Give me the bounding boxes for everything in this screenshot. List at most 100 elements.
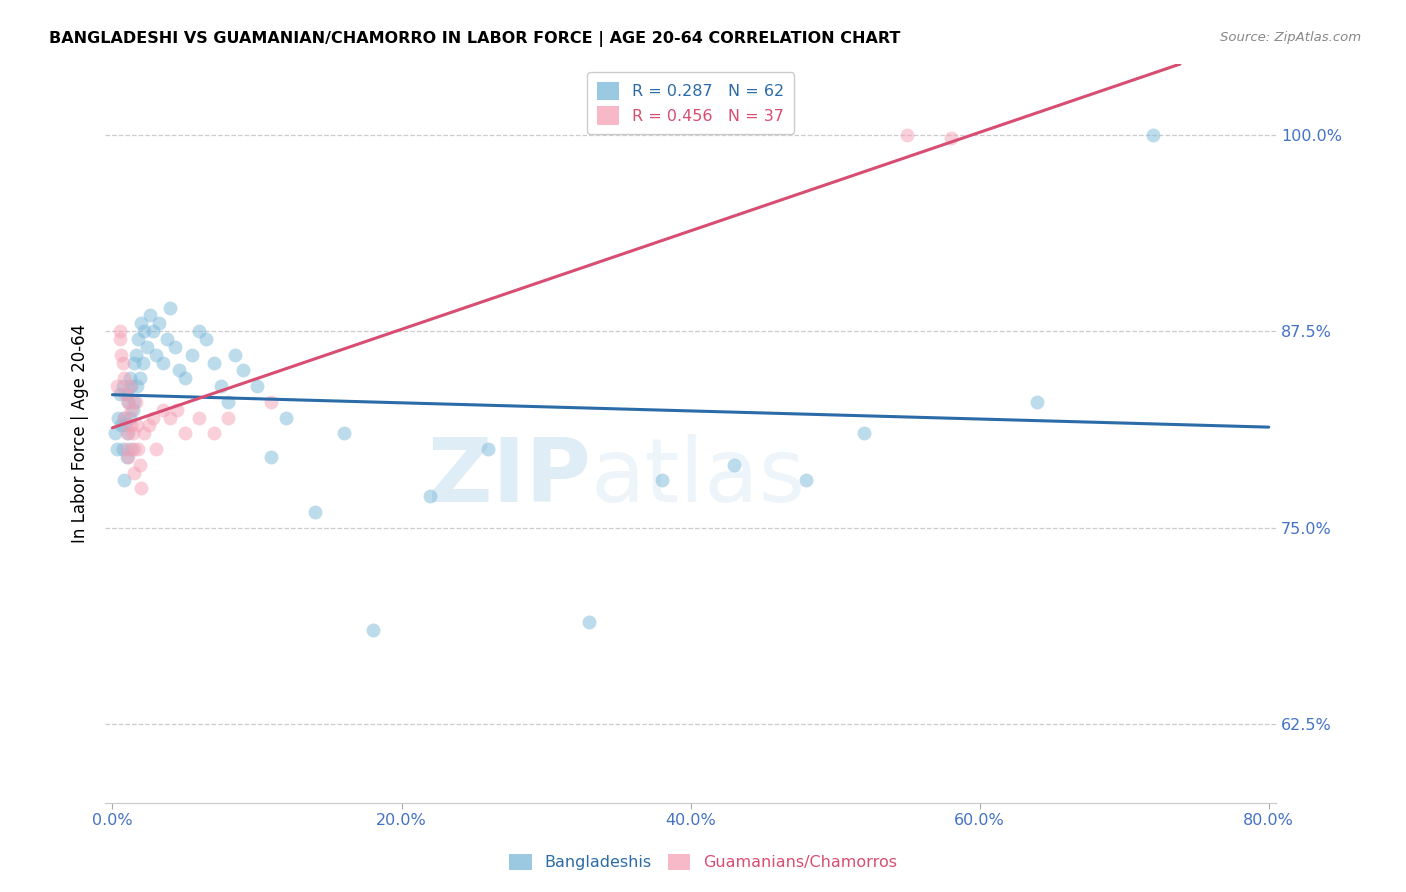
Point <box>122 395 145 409</box>
Point <box>108 324 131 338</box>
Point <box>152 402 174 417</box>
Point <box>163 340 186 354</box>
Point <box>202 426 225 441</box>
Point <box>134 426 156 441</box>
Point <box>1142 128 1164 142</box>
Point <box>117 450 139 464</box>
Point <box>723 458 745 472</box>
Point <box>217 395 239 409</box>
Point <box>131 481 153 495</box>
Point <box>115 426 138 441</box>
Point <box>122 442 145 456</box>
Point <box>127 332 149 346</box>
Point <box>188 324 211 338</box>
Point <box>134 324 156 338</box>
Legend: Bangladeshis, Guamanians/Chamorros: Bangladeshis, Guamanians/Chamorros <box>503 847 903 877</box>
Point <box>125 418 148 433</box>
Point <box>112 371 135 385</box>
Point <box>195 332 218 346</box>
Point <box>145 348 167 362</box>
Point <box>114 418 136 433</box>
Point <box>361 623 384 637</box>
Point <box>105 442 128 456</box>
Point <box>117 395 139 409</box>
Point <box>651 474 673 488</box>
Point <box>114 387 136 401</box>
Text: BANGLADESHI VS GUAMANIAN/CHAMORRO IN LABOR FORCE | AGE 20-64 CORRELATION CHART: BANGLADESHI VS GUAMANIAN/CHAMORRO IN LAB… <box>49 31 901 47</box>
Point <box>142 324 165 338</box>
Point <box>794 474 817 488</box>
Point <box>246 379 269 393</box>
Point <box>107 410 129 425</box>
Point <box>108 332 131 346</box>
Point <box>1026 395 1049 409</box>
Point <box>136 340 159 354</box>
Point <box>139 309 162 323</box>
Point <box>188 410 211 425</box>
Point <box>159 301 181 315</box>
Point <box>124 395 146 409</box>
Point <box>166 402 188 417</box>
Point <box>112 474 135 488</box>
Point <box>105 379 128 393</box>
Point <box>217 410 239 425</box>
Point <box>121 426 143 441</box>
Point <box>274 410 297 425</box>
Point <box>111 379 134 393</box>
Point <box>115 387 138 401</box>
Point <box>112 410 135 425</box>
Point <box>120 379 142 393</box>
Point <box>853 426 876 441</box>
Point <box>129 458 152 472</box>
Point <box>115 450 138 464</box>
Point <box>209 379 232 393</box>
Point <box>224 348 246 362</box>
Point <box>117 395 139 409</box>
Point <box>148 316 170 330</box>
Point <box>118 371 141 385</box>
Point <box>231 363 253 377</box>
Point <box>578 615 600 629</box>
Point <box>104 426 127 441</box>
Point <box>138 418 160 433</box>
Point <box>202 355 225 369</box>
Point <box>110 348 132 362</box>
Point <box>110 418 132 433</box>
Point <box>145 442 167 456</box>
Point <box>173 371 195 385</box>
Text: Source: ZipAtlas.com: Source: ZipAtlas.com <box>1220 31 1361 45</box>
Point <box>260 450 283 464</box>
Point <box>115 442 138 456</box>
Point <box>120 442 142 456</box>
Point <box>332 426 354 441</box>
Point <box>112 410 135 425</box>
Text: ZIP: ZIP <box>429 434 591 521</box>
Point <box>120 418 142 433</box>
Point <box>129 371 152 385</box>
Point <box>118 410 141 425</box>
Point <box>120 402 142 417</box>
Point <box>122 355 145 369</box>
Point <box>156 332 179 346</box>
Point <box>260 395 283 409</box>
Point <box>477 442 499 456</box>
Point <box>118 379 141 393</box>
Point <box>124 348 146 362</box>
Y-axis label: In Labor Force | Age 20-64: In Labor Force | Age 20-64 <box>72 324 89 543</box>
Point <box>111 442 134 456</box>
Text: atlas: atlas <box>591 434 806 521</box>
Point <box>159 410 181 425</box>
Point <box>127 442 149 456</box>
Point <box>896 128 918 142</box>
Point <box>142 410 165 425</box>
Point <box>122 466 145 480</box>
Point <box>117 426 139 441</box>
Point <box>152 355 174 369</box>
Point <box>939 131 962 145</box>
Point <box>131 316 153 330</box>
Point <box>111 355 134 369</box>
Point <box>419 489 441 503</box>
Point <box>125 379 148 393</box>
Point <box>304 505 326 519</box>
Point <box>181 348 204 362</box>
